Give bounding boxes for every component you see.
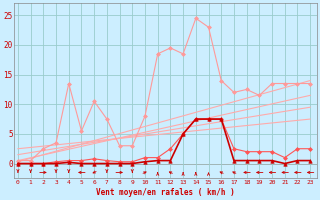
X-axis label: Vent moyen/en rafales ( km/h ): Vent moyen/en rafales ( km/h ) <box>96 188 235 197</box>
